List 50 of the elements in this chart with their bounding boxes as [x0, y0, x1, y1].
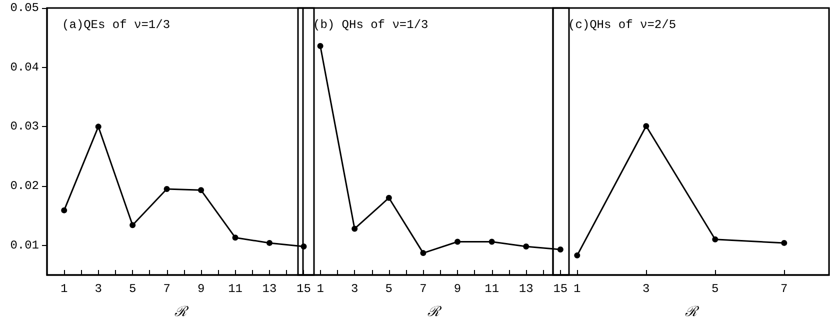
x-tick-label: 1: [316, 282, 324, 296]
point: [454, 238, 461, 245]
x-tick-label: 3: [94, 282, 102, 296]
text: (c)QHs of ν=2/5: [568, 18, 676, 32]
x-tick-label: 13: [518, 282, 534, 296]
x-tick-label: 3: [642, 282, 650, 296]
point: [317, 42, 324, 49]
point: [386, 194, 392, 201]
x-tick-label: 11: [484, 282, 500, 296]
x-tick-label: 11: [228, 282, 242, 296]
x-tick-label: 15: [553, 282, 568, 296]
point: [488, 238, 495, 245]
y-tick-label: 0.02: [10, 179, 39, 193]
x-tick-label: 9: [454, 282, 462, 296]
x-axis-title: ℛ: [174, 304, 190, 320]
point: [420, 250, 426, 256]
point: [198, 187, 204, 194]
x-tick-label: 15: [296, 282, 311, 296]
y-tick-label: 0.01: [10, 238, 39, 252]
point: [61, 207, 68, 214]
point: [266, 240, 272, 246]
x-tick-label: 5: [712, 282, 719, 296]
point: [643, 123, 650, 130]
x-tick-label: 3: [351, 282, 358, 296]
point: [232, 234, 238, 241]
x-tick-label: 7: [420, 282, 427, 296]
y-tick-label: 0.04: [10, 60, 39, 74]
point: [712, 236, 718, 242]
x-tick-label: 5: [128, 282, 136, 296]
point: [95, 124, 102, 130]
point: [130, 222, 136, 228]
y-tick-label: 0.05: [10, 1, 39, 15]
text: (b) QHs of ν=1/3: [313, 18, 428, 32]
text: (a)QEs of ν=1/3: [62, 18, 170, 32]
point: [781, 240, 788, 246]
x-tick-label: 13: [262, 282, 277, 296]
x-tick-label: 9: [197, 282, 205, 296]
point: [164, 186, 170, 192]
point: [574, 252, 580, 258]
y-tick-label: 0.03: [10, 120, 39, 134]
x-tick-label: 1: [574, 282, 581, 296]
x-tick-label: 1: [60, 282, 68, 296]
x-tick-label: 7: [163, 282, 170, 296]
x-axis-title: ℛ: [428, 304, 442, 320]
x-tick-label: 7: [780, 282, 788, 296]
point: [523, 244, 530, 250]
x-tick-label: 5: [385, 282, 393, 296]
point: [352, 226, 358, 232]
x-axis-title: ℛ: [685, 304, 700, 320]
point: [557, 246, 564, 252]
